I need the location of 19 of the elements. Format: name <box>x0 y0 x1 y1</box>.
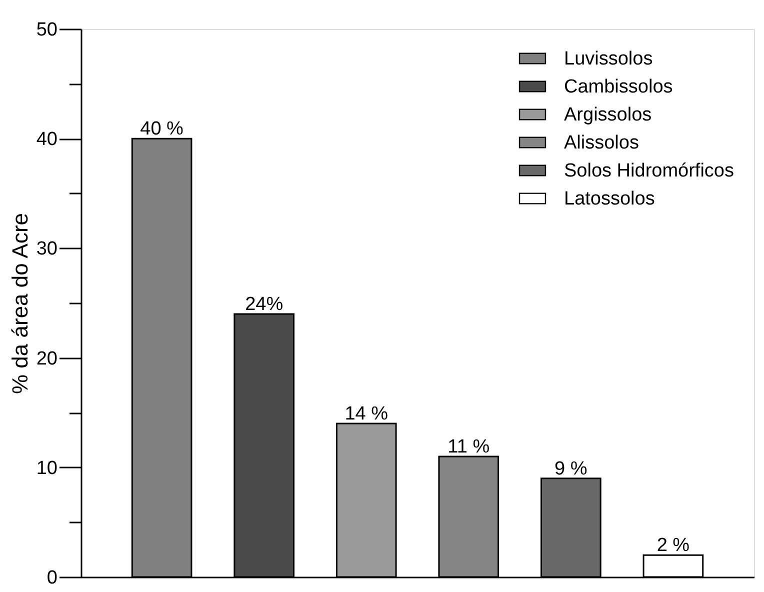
data-label: 40 % <box>140 118 184 140</box>
data-label: 11 % <box>448 436 490 458</box>
y-tick-label: 20 <box>36 348 58 370</box>
legend-label: Alissolos <box>564 132 639 154</box>
y-tick-label: 0 <box>46 568 58 588</box>
legend-label: Cambissolos <box>564 76 673 98</box>
y-tick-label: 30 <box>36 238 58 260</box>
legend-label: Latossolos <box>564 188 655 210</box>
legend-label: Argissolos <box>564 104 652 126</box>
y-axis-title: % da área do Acre <box>7 212 32 394</box>
data-label: 24% <box>245 294 284 315</box>
data-label: 2 % <box>656 535 690 556</box>
y-tick-label: 50 <box>36 20 58 40</box>
legend-label: Solos Hidromórficos <box>564 160 734 182</box>
y-tick-label: 10 <box>36 458 58 479</box>
data-label: 14 % <box>344 404 388 425</box>
y-tick-label: 40 <box>36 129 58 150</box>
legend-label: Luvissolos <box>564 48 653 70</box>
data-label: 9 % <box>554 458 588 480</box>
